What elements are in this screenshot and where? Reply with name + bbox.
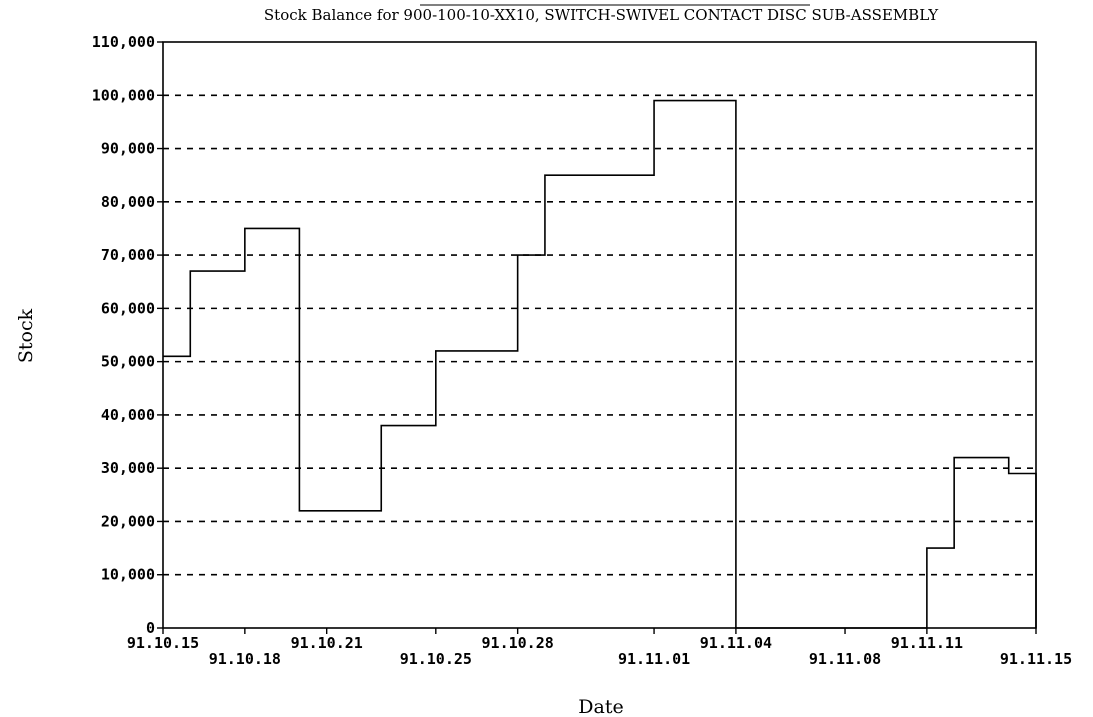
x-tick-label: 91.11.08	[809, 650, 881, 668]
y-tick-label: 30,000	[101, 459, 155, 477]
x-tick-label: 91.11.11	[891, 634, 963, 652]
y-tick-label: 40,000	[101, 406, 155, 424]
y-tick-label: 10,000	[101, 566, 155, 584]
y-tick-label: 90,000	[101, 140, 155, 158]
y-tick-label: 70,000	[101, 246, 155, 264]
y-tick-label: 20,000	[101, 512, 155, 530]
x-tick-label: 91.10.28	[482, 634, 554, 652]
y-tick-label: 0	[146, 619, 155, 637]
chart-title: Stock Balance for 900-100-10-XX10, SWITC…	[264, 6, 939, 24]
y-tick-label: 60,000	[101, 299, 155, 317]
x-axis-label: Date	[578, 696, 623, 717]
x-tick-label: 91.10.18	[209, 650, 281, 668]
plot-frame	[162, 41, 1037, 629]
y-tick-label: 80,000	[101, 193, 155, 211]
x-tick-label: 91.10.15	[127, 634, 199, 652]
x-tick-label: 91.10.25	[400, 650, 472, 668]
y-tick-label: 100,000	[92, 86, 155, 104]
y-axis: 0 10,000 20,000 30,000 40,000 50,000 60,000 70,…	[92, 33, 163, 637]
x-axis: 91.10.15 91.10.18 91.10.21 91.10.25 91.10.28…	[127, 628, 1072, 668]
stock-balance-line	[163, 99, 1037, 629]
y-tick-label: 110,000	[92, 33, 155, 51]
y-axis-label: Stock	[15, 308, 37, 363]
x-tick-label: 91.10.21	[291, 634, 363, 652]
y-tick-label: 50,000	[101, 353, 155, 371]
x-tick-label: 91.11.01	[618, 650, 690, 668]
gridlines	[163, 94, 1036, 576]
x-tick-label: 91.11.15	[1000, 650, 1072, 668]
x-tick-label: 91.11.04	[700, 634, 772, 652]
